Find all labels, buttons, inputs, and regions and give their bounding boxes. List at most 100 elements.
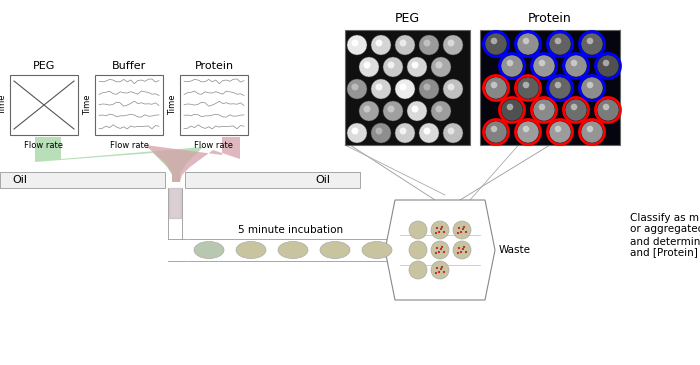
- Text: Time: Time: [168, 95, 177, 115]
- Circle shape: [371, 35, 391, 55]
- Circle shape: [549, 33, 571, 55]
- Circle shape: [460, 231, 462, 233]
- Circle shape: [438, 251, 440, 253]
- Circle shape: [443, 123, 463, 143]
- Circle shape: [457, 232, 459, 234]
- Circle shape: [419, 79, 439, 99]
- Circle shape: [443, 35, 463, 55]
- Circle shape: [441, 226, 443, 228]
- Circle shape: [523, 38, 529, 44]
- Circle shape: [409, 221, 427, 239]
- Circle shape: [597, 55, 619, 77]
- Circle shape: [436, 227, 438, 229]
- Circle shape: [375, 127, 382, 134]
- Circle shape: [458, 247, 460, 249]
- Text: PEG: PEG: [395, 12, 420, 25]
- Circle shape: [431, 221, 449, 239]
- Circle shape: [457, 252, 459, 254]
- Circle shape: [395, 35, 415, 55]
- Text: Flow rate: Flow rate: [109, 141, 148, 150]
- Circle shape: [523, 126, 529, 132]
- Circle shape: [485, 121, 507, 143]
- Circle shape: [453, 221, 471, 239]
- Circle shape: [491, 82, 497, 88]
- Circle shape: [371, 123, 391, 143]
- Circle shape: [347, 79, 367, 99]
- Circle shape: [351, 39, 358, 46]
- Text: Protein: Protein: [528, 12, 572, 25]
- Circle shape: [581, 33, 603, 55]
- Text: Time: Time: [0, 95, 7, 115]
- Circle shape: [507, 60, 513, 66]
- Text: Oil: Oil: [315, 175, 330, 185]
- Text: Oil: Oil: [12, 175, 27, 185]
- Circle shape: [443, 231, 445, 233]
- Ellipse shape: [194, 242, 224, 258]
- Circle shape: [463, 226, 465, 228]
- Circle shape: [570, 104, 578, 110]
- Circle shape: [388, 61, 395, 69]
- Circle shape: [431, 101, 451, 121]
- Circle shape: [407, 57, 427, 77]
- Circle shape: [375, 39, 382, 46]
- Circle shape: [581, 77, 603, 99]
- Circle shape: [549, 77, 571, 99]
- Circle shape: [412, 61, 419, 69]
- Circle shape: [359, 101, 379, 121]
- Circle shape: [431, 241, 449, 259]
- Circle shape: [549, 121, 571, 143]
- Bar: [180, 75, 248, 135]
- Circle shape: [435, 272, 437, 274]
- Circle shape: [359, 57, 379, 77]
- Text: Waste: Waste: [499, 245, 531, 255]
- Circle shape: [409, 261, 427, 279]
- Circle shape: [565, 55, 587, 77]
- Bar: [10, 75, 78, 135]
- Circle shape: [383, 57, 403, 77]
- Circle shape: [347, 123, 367, 143]
- Circle shape: [463, 246, 465, 248]
- Circle shape: [465, 231, 467, 233]
- Text: Classify as mixed (blue)
or aggregated (red)
and determine [PEG]
and [Protein]: Classify as mixed (blue) or aggregated (…: [630, 212, 700, 257]
- Circle shape: [431, 57, 451, 77]
- Ellipse shape: [320, 242, 350, 258]
- Circle shape: [409, 241, 427, 259]
- Circle shape: [441, 246, 443, 248]
- Circle shape: [388, 105, 395, 112]
- Bar: [185, 172, 360, 188]
- Circle shape: [419, 123, 439, 143]
- Circle shape: [431, 261, 449, 279]
- Circle shape: [441, 266, 443, 268]
- Polygon shape: [35, 137, 203, 182]
- Polygon shape: [385, 200, 495, 300]
- Circle shape: [438, 231, 440, 233]
- Circle shape: [587, 126, 594, 132]
- Text: Protein: Protein: [195, 61, 234, 71]
- Circle shape: [351, 84, 358, 91]
- Circle shape: [436, 247, 438, 249]
- Circle shape: [491, 126, 497, 132]
- Circle shape: [447, 39, 454, 46]
- Circle shape: [581, 121, 603, 143]
- Circle shape: [424, 39, 430, 46]
- Circle shape: [447, 84, 454, 91]
- Circle shape: [554, 82, 561, 88]
- Circle shape: [465, 251, 467, 253]
- Circle shape: [424, 84, 430, 91]
- Circle shape: [395, 79, 415, 99]
- Text: Time: Time: [83, 95, 92, 115]
- Circle shape: [517, 77, 539, 99]
- Circle shape: [383, 101, 403, 121]
- Circle shape: [485, 33, 507, 55]
- Ellipse shape: [278, 242, 308, 258]
- Polygon shape: [145, 137, 240, 182]
- Circle shape: [501, 99, 523, 121]
- Circle shape: [400, 127, 407, 134]
- Circle shape: [539, 60, 545, 66]
- Circle shape: [440, 248, 442, 250]
- Circle shape: [523, 82, 529, 88]
- Circle shape: [517, 121, 539, 143]
- Circle shape: [485, 77, 507, 99]
- Text: Flow rate: Flow rate: [195, 141, 234, 150]
- Bar: [345, 30, 470, 145]
